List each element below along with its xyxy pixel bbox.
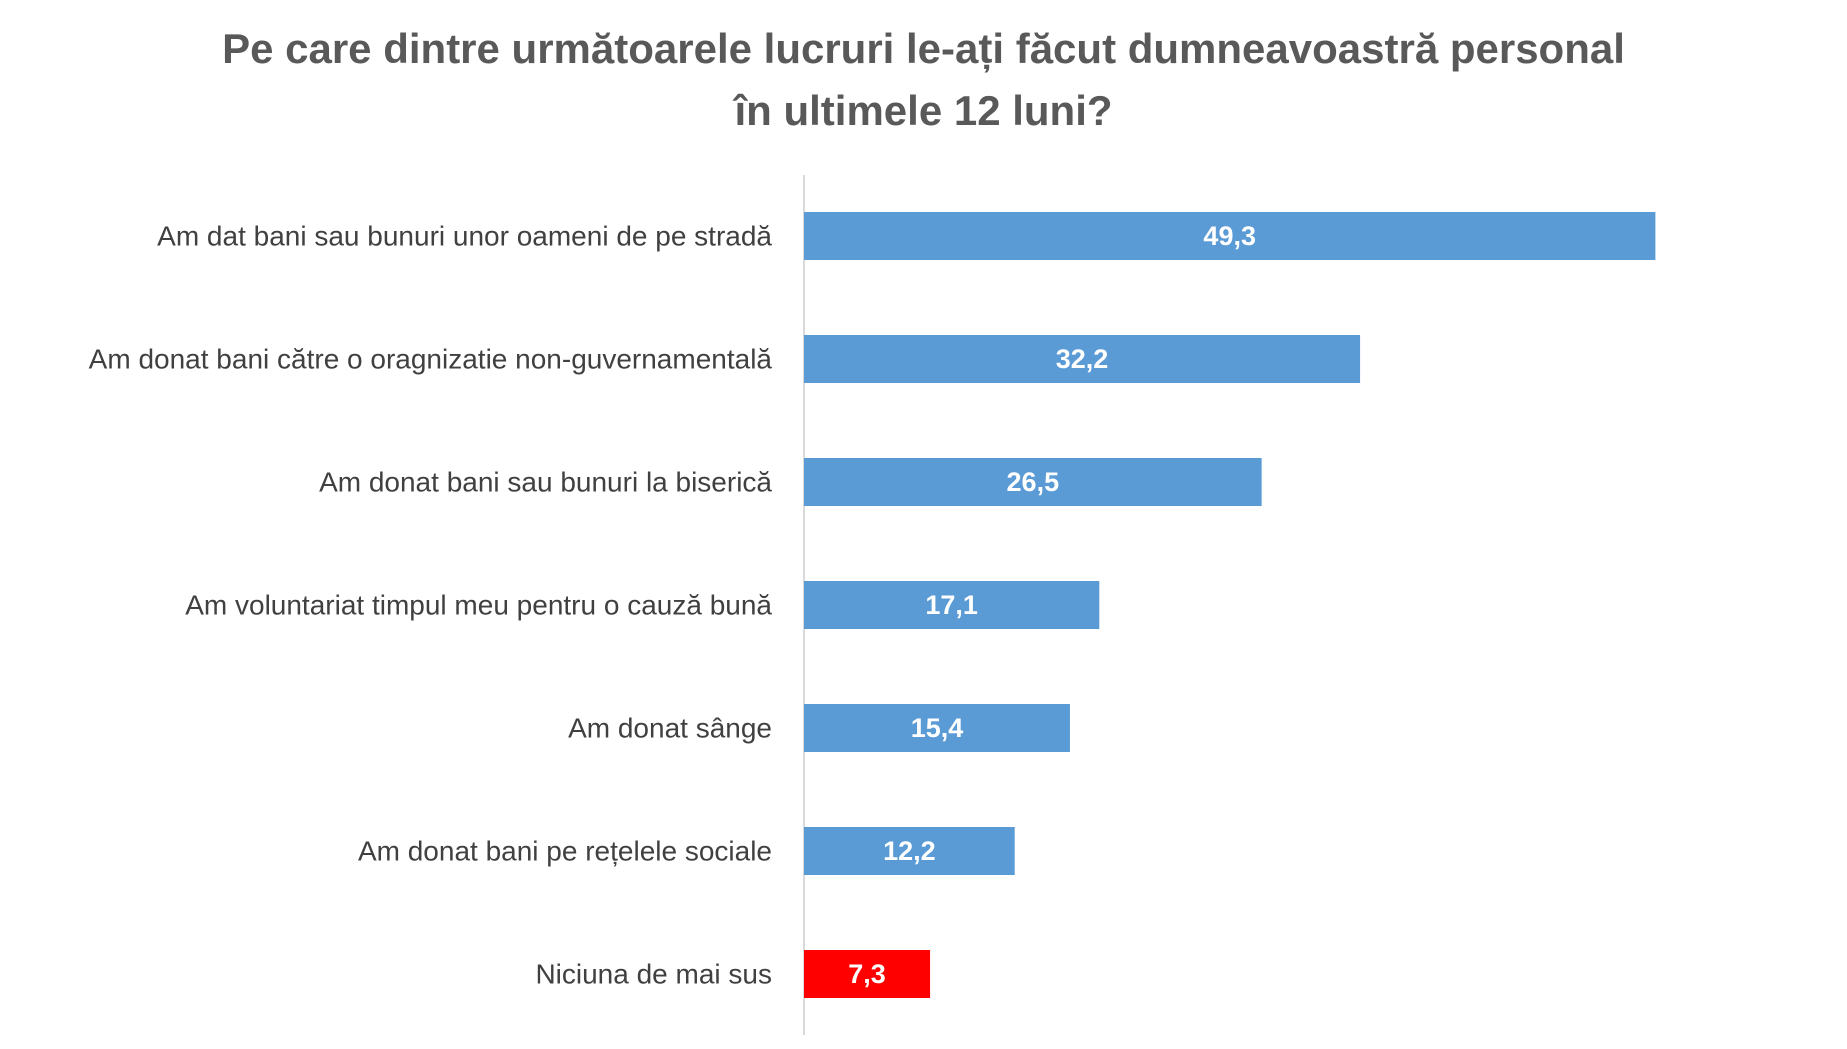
bar-5 bbox=[804, 704, 1070, 752]
bar-6 bbox=[804, 827, 1015, 875]
chart-title-line-2: în ultimele 12 luni? bbox=[734, 87, 1113, 134]
value-label-7: 7,3 bbox=[848, 959, 886, 989]
category-label-6: Am donat bani pe rețelele sociale bbox=[358, 836, 772, 867]
category-label-7: Niciuna de mai sus bbox=[535, 959, 772, 990]
category-label-4: Am voluntariat timpul meu pentru o cauză… bbox=[185, 590, 772, 621]
category-label-3: Am donat bani sau bunuri la biserică bbox=[319, 467, 772, 498]
value-label-3: 26,5 bbox=[1007, 467, 1060, 497]
bar-4 bbox=[804, 581, 1100, 629]
chart-title: Pe care dintre următoarele lucruri le-aț… bbox=[0, 18, 1847, 142]
bar-3 bbox=[804, 458, 1262, 506]
bar-7 bbox=[804, 950, 931, 998]
value-label-4: 17,1 bbox=[925, 590, 978, 620]
value-label-5: 15,4 bbox=[911, 713, 964, 743]
bar-group: Am dat bani sau bunuri unor oameni de pe… bbox=[89, 212, 1656, 998]
bar-2 bbox=[804, 335, 1361, 383]
bar-1 bbox=[804, 212, 1656, 260]
value-label-2: 32,2 bbox=[1056, 344, 1109, 374]
category-label-5: Am donat sânge bbox=[568, 713, 772, 744]
category-label-1: Am dat bani sau bunuri unor oameni de pe… bbox=[157, 221, 772, 252]
value-label-1: 49,3 bbox=[1203, 221, 1256, 251]
category-label-2: Am donat bani către o oragnizatie non-gu… bbox=[89, 344, 773, 375]
chart-title-line-1: Pe care dintre următoarele lucruri le-aț… bbox=[222, 25, 1625, 72]
value-label-6: 12,2 bbox=[883, 836, 936, 866]
